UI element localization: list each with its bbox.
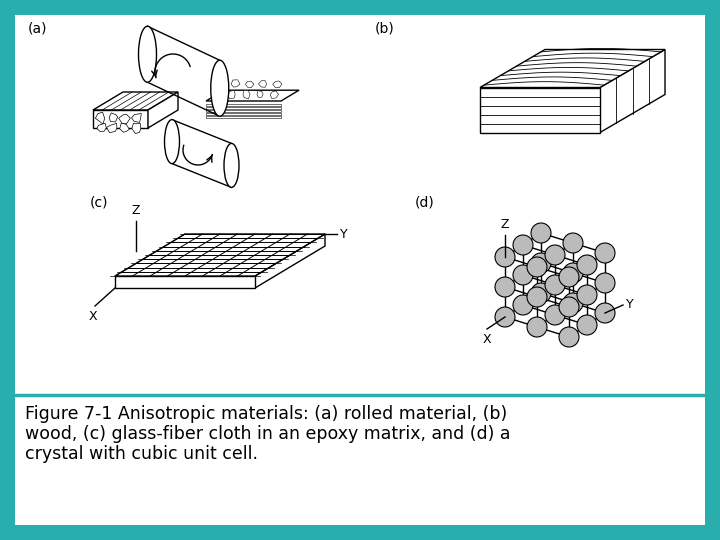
Text: crystal with cubic unit cell.: crystal with cubic unit cell. [25,445,258,463]
Text: X: X [482,333,491,346]
Circle shape [577,285,597,305]
Polygon shape [93,110,148,128]
Polygon shape [120,123,130,132]
Text: Z: Z [132,205,140,218]
Polygon shape [93,92,178,110]
Circle shape [513,265,533,285]
Polygon shape [214,91,222,98]
Polygon shape [115,276,255,288]
Polygon shape [132,113,141,123]
Polygon shape [228,91,235,99]
Circle shape [495,247,515,267]
Circle shape [545,305,565,325]
Circle shape [527,287,547,307]
Text: Z: Z [500,218,509,231]
Polygon shape [132,124,141,133]
FancyBboxPatch shape [15,395,705,525]
Polygon shape [206,104,281,106]
Ellipse shape [164,119,179,164]
Circle shape [559,267,579,287]
Polygon shape [107,123,117,133]
Polygon shape [109,113,117,122]
Circle shape [595,243,615,263]
Circle shape [527,257,547,277]
Circle shape [513,295,533,315]
Polygon shape [480,87,600,132]
Circle shape [563,233,583,253]
Circle shape [563,293,583,313]
Polygon shape [258,80,266,87]
Polygon shape [255,234,325,288]
Circle shape [545,275,565,295]
Circle shape [563,263,583,283]
Circle shape [559,297,579,317]
Polygon shape [95,112,104,124]
Polygon shape [217,80,225,87]
Ellipse shape [138,26,156,82]
Circle shape [545,245,565,265]
Ellipse shape [211,60,229,116]
Text: (a): (a) [28,22,48,36]
Circle shape [495,307,515,327]
Circle shape [595,273,615,293]
Text: wood, (c) glass-fiber cloth in an epoxy matrix, and (d) a: wood, (c) glass-fiber cloth in an epoxy … [25,425,510,443]
Text: (d): (d) [415,195,435,209]
Polygon shape [270,91,279,98]
Polygon shape [97,123,107,132]
Polygon shape [206,90,299,101]
Circle shape [595,303,615,323]
Circle shape [577,315,597,335]
Polygon shape [257,91,263,97]
Polygon shape [206,110,281,112]
Polygon shape [273,81,282,87]
Polygon shape [231,80,240,87]
Circle shape [577,255,597,275]
Text: Y: Y [340,227,348,240]
Polygon shape [119,114,130,124]
Ellipse shape [224,144,239,187]
Polygon shape [243,90,250,99]
Circle shape [531,253,551,273]
Text: (c): (c) [90,195,109,209]
Circle shape [559,327,579,347]
Polygon shape [246,81,254,87]
Circle shape [513,235,533,255]
Circle shape [495,277,515,297]
FancyBboxPatch shape [15,15,705,395]
Polygon shape [148,92,178,128]
Circle shape [527,317,547,337]
Polygon shape [480,50,665,87]
Polygon shape [600,50,665,132]
Circle shape [531,283,551,303]
Text: (b): (b) [375,22,395,36]
Circle shape [531,223,551,243]
Polygon shape [206,113,281,115]
Polygon shape [206,116,281,118]
Text: Y: Y [626,299,634,312]
Text: X: X [89,310,97,323]
Polygon shape [115,234,325,276]
Polygon shape [206,107,281,109]
Text: Figure 7-1 Anisotropic materials: (a) rolled material, (b): Figure 7-1 Anisotropic materials: (a) ro… [25,405,508,423]
